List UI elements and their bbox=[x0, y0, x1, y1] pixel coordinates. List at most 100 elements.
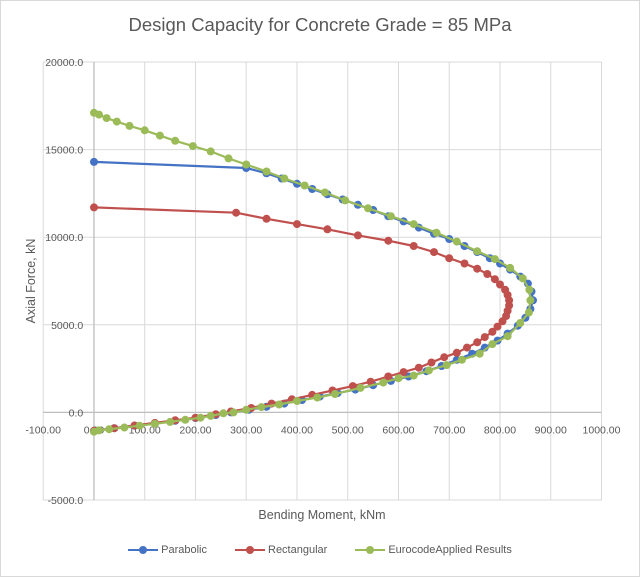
data-point-eurocodeapplied-results bbox=[356, 383, 365, 392]
data-point-rectangular bbox=[348, 382, 357, 391]
y-tick-label: -5000.0 bbox=[48, 495, 84, 507]
x-tick-label: 800.00 bbox=[484, 424, 516, 436]
data-point-eurocodeapplied-results bbox=[206, 147, 215, 156]
data-point-eurocodeapplied-results bbox=[280, 174, 289, 183]
data-point-rectangular bbox=[366, 377, 375, 386]
data-point-eurocodeapplied-results bbox=[219, 409, 228, 418]
data-point-eurocodeapplied-results bbox=[257, 403, 266, 412]
data-point-eurocodeapplied-results bbox=[525, 285, 534, 294]
series-eurocodeapplied-results bbox=[90, 108, 535, 436]
data-point-eurocodeapplied-results bbox=[95, 110, 103, 119]
legend-label: Parabolic bbox=[161, 544, 207, 556]
data-point-rectangular bbox=[473, 264, 482, 273]
data-point-eurocodeapplied-results bbox=[432, 228, 441, 237]
data-point-rectangular bbox=[384, 236, 393, 245]
data-point-eurocodeapplied-results bbox=[409, 220, 418, 229]
x-axis-title: Bending Moment, kNm bbox=[258, 508, 385, 522]
data-point-rectangular bbox=[452, 348, 461, 357]
data-point-eurocodeapplied-results bbox=[262, 167, 271, 176]
data-point-eurocodeapplied-results bbox=[320, 188, 329, 197]
data-point-eurocodeapplied-results bbox=[300, 181, 309, 190]
series-line-parabolic bbox=[93, 160, 535, 432]
data-point-rectangular bbox=[463, 343, 471, 352]
data-point-rectangular bbox=[409, 242, 418, 250]
x-tick-label: 200.00 bbox=[179, 424, 211, 436]
data-point-eurocodeapplied-results bbox=[293, 397, 301, 405]
y-tick-label: 10000.0 bbox=[45, 232, 83, 244]
legend-item-parabolic: Parabolic bbox=[128, 544, 207, 556]
legend-item-rectangular: Rectangular bbox=[235, 544, 327, 556]
data-point-eurocodeapplied-results bbox=[379, 378, 388, 387]
data-point-rectangular bbox=[399, 368, 408, 377]
y-tick-label: 20000.0 bbox=[45, 57, 83, 69]
data-point-eurocodeapplied-results bbox=[518, 274, 527, 283]
data-point-eurocodeapplied-results bbox=[503, 332, 512, 341]
data-point-eurocodeapplied-results bbox=[394, 374, 403, 383]
data-point-rectangular bbox=[490, 275, 499, 284]
data-point-rectangular bbox=[488, 327, 497, 336]
data-point-rectangular bbox=[498, 317, 507, 326]
data-point-rectangular bbox=[460, 259, 469, 268]
data-point-eurocodeapplied-results bbox=[526, 296, 535, 305]
data-point-eurocodeapplied-results bbox=[166, 417, 175, 426]
x-tick-label: -100.00 bbox=[25, 424, 61, 436]
data-point-eurocodeapplied-results bbox=[524, 308, 533, 317]
data-point-rectangular bbox=[430, 248, 438, 257]
legend-item-eurocodeapplied-results: EurocodeApplied Results bbox=[355, 544, 512, 556]
data-point-eurocodeapplied-results bbox=[516, 319, 525, 327]
data-point-rectangular bbox=[353, 231, 362, 240]
data-point-rectangular bbox=[427, 358, 436, 367]
x-tick-label: 600.00 bbox=[382, 424, 414, 436]
legend-label: Rectangular bbox=[268, 544, 328, 556]
data-point-eurocodeapplied-results bbox=[275, 400, 284, 409]
data-point-eurocodeapplied-results bbox=[125, 121, 134, 130]
data-point-eurocodeapplied-results bbox=[224, 154, 233, 163]
data-point-eurocodeapplied-results bbox=[313, 393, 322, 402]
legend-label: EurocodeApplied Results bbox=[388, 544, 512, 556]
x-tick-label: 400.00 bbox=[281, 424, 313, 436]
legend-marker-icon bbox=[355, 545, 386, 555]
data-point-rectangular bbox=[90, 203, 98, 212]
x-tick-label: 300.00 bbox=[230, 424, 262, 436]
data-point-eurocodeapplied-results bbox=[475, 349, 484, 358]
data-point-eurocodeapplied-results bbox=[331, 390, 339, 398]
data-point-eurocodeapplied-results bbox=[364, 204, 372, 213]
data-point-eurocodeapplied-results bbox=[150, 419, 159, 428]
data-point-rectangular bbox=[262, 214, 271, 223]
data-point-eurocodeapplied-results bbox=[242, 405, 251, 414]
data-point-eurocodeapplied-results bbox=[155, 131, 164, 140]
data-point-eurocodeapplied-results bbox=[105, 425, 114, 434]
data-point-eurocodeapplied-results bbox=[206, 411, 215, 420]
data-point-rectangular bbox=[384, 372, 393, 381]
legend: Parabolic Rectangular EurocodeApplied Resu… bbox=[0, 544, 640, 556]
series-layer bbox=[90, 108, 537, 436]
x-tick-label: 500.00 bbox=[332, 424, 364, 436]
data-point-rectangular bbox=[232, 208, 241, 217]
series-line-eurocodeapplied-results bbox=[93, 111, 532, 433]
data-point-rectangular bbox=[496, 280, 504, 289]
chart-title: Design Capacity for Concrete Grade = 85 … bbox=[128, 14, 512, 35]
legend-marker-icon bbox=[128, 545, 159, 555]
y-tick-label: 0.0 bbox=[69, 407, 84, 419]
data-point-parabolic bbox=[90, 157, 98, 166]
x-tick-label: 900.00 bbox=[535, 424, 567, 436]
data-point-eurocodeapplied-results bbox=[135, 421, 144, 430]
data-point-rectangular bbox=[293, 220, 301, 229]
data-point-rectangular bbox=[414, 363, 423, 372]
data-point-eurocodeapplied-results bbox=[409, 371, 418, 380]
data-point-eurocodeapplied-results bbox=[171, 136, 180, 145]
data-point-eurocodeapplied-results bbox=[424, 366, 433, 375]
x-tick-label: 700.00 bbox=[433, 424, 465, 436]
data-point-eurocodeapplied-results bbox=[181, 415, 190, 424]
data-point-eurocodeapplied-results bbox=[112, 117, 121, 126]
data-point-eurocodeapplied-results bbox=[488, 340, 497, 349]
data-point-rectangular bbox=[480, 333, 489, 342]
data-point-rectangular bbox=[445, 254, 454, 263]
data-point-eurocodeapplied-results bbox=[90, 427, 98, 436]
data-point-rectangular bbox=[483, 270, 492, 278]
data-point-eurocodeapplied-results bbox=[229, 408, 238, 417]
data-point-eurocodeapplied-results bbox=[386, 212, 395, 221]
y-tick-label: 15000.0 bbox=[45, 145, 83, 157]
data-point-rectangular bbox=[493, 322, 502, 331]
